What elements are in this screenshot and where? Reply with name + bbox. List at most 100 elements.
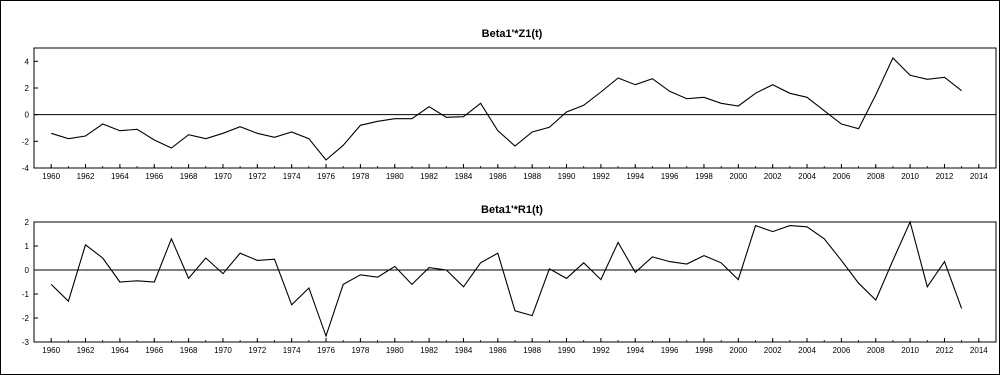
- x-tick-label: 1986: [489, 346, 507, 355]
- x-tick-label: 1964: [111, 346, 129, 355]
- data-point: [840, 123, 843, 126]
- data-point: [462, 115, 465, 118]
- data-point: [685, 263, 688, 266]
- data-point: [806, 225, 809, 228]
- x-tick-label: 2002: [764, 346, 782, 355]
- data-point: [84, 243, 87, 246]
- data-point: [565, 277, 568, 280]
- data-point: [118, 281, 121, 284]
- data-point: [874, 93, 877, 96]
- data-point: [668, 260, 671, 263]
- x-tick-label: 1982: [420, 346, 438, 355]
- data-point: [273, 258, 276, 261]
- data-point: [685, 97, 688, 100]
- x-tick-label: 1964: [111, 172, 129, 181]
- data-point: [170, 237, 173, 240]
- data-point: [410, 283, 413, 286]
- data-point: [874, 299, 877, 302]
- data-point: [599, 91, 602, 94]
- series-line: [51, 57, 962, 161]
- x-tick-label: 2000: [729, 346, 747, 355]
- data-point: [290, 303, 293, 306]
- data-point: [651, 77, 654, 80]
- x-tick-label: 1972: [248, 172, 266, 181]
- data-point: [788, 92, 791, 95]
- data-point: [204, 137, 207, 140]
- x-tick-label: 2008: [867, 346, 885, 355]
- data-point: [926, 78, 929, 81]
- x-tick-label: 1966: [145, 172, 163, 181]
- x-tick-label: 2014: [970, 172, 988, 181]
- chart-title: Beta1'*Z1(t): [482, 28, 543, 40]
- data-point: [84, 135, 87, 138]
- data-point: [153, 139, 156, 142]
- x-tick-label: 2012: [936, 172, 954, 181]
- data-point: [290, 131, 293, 134]
- y-tick-label: 0: [25, 111, 30, 120]
- x-tick-label: 1992: [592, 346, 610, 355]
- data-point: [599, 278, 602, 281]
- x-tick-label: 1982: [420, 172, 438, 181]
- x-tick-label: 1974: [283, 346, 301, 355]
- data-point: [565, 111, 568, 114]
- data-point: [771, 83, 774, 86]
- x-tick-label: 2006: [832, 172, 850, 181]
- data-point: [187, 133, 190, 136]
- data-point: [256, 259, 259, 262]
- data-point: [170, 147, 173, 150]
- x-tick-label: 1968: [180, 346, 198, 355]
- data-point: [101, 123, 104, 126]
- x-tick-label: 1996: [661, 346, 679, 355]
- data-point: [617, 241, 620, 244]
- data-point: [428, 266, 431, 269]
- data-point: [445, 269, 448, 272]
- y-tick-label: -4: [22, 164, 30, 173]
- data-point: [445, 116, 448, 119]
- series-line: [50, 220, 963, 338]
- data-point: [496, 252, 499, 255]
- x-tick-label: 1984: [455, 346, 473, 355]
- x-tick-label: 2000: [729, 172, 747, 181]
- data-point: [393, 117, 396, 120]
- data-point: [806, 96, 809, 99]
- data-point: [720, 261, 723, 264]
- data-point: [307, 137, 310, 140]
- data-point: [136, 279, 139, 282]
- x-tick-label: 2004: [798, 346, 816, 355]
- x-axis: 1960 1962 1964 1966 1968 1970 1972 1974 1976 1978…: [33, 338, 997, 355]
- data-point: [840, 259, 843, 262]
- data-point: [67, 300, 70, 303]
- x-tick-label: 1960: [42, 346, 60, 355]
- x-tick-label: 2004: [798, 172, 816, 181]
- x-tick-label: 1994: [626, 346, 644, 355]
- x-tick-label: 1994: [626, 172, 644, 181]
- data-point: [101, 257, 104, 260]
- data-point: [221, 132, 224, 135]
- x-tick-label: 2008: [867, 172, 885, 181]
- y-tick-label: -2: [22, 137, 30, 146]
- x-tick-label: 1970: [214, 172, 232, 181]
- data-point: [823, 109, 826, 112]
- data-point: [702, 254, 705, 257]
- y-tick-label: -2: [22, 314, 30, 323]
- data-point: [737, 105, 740, 108]
- data-point: [531, 131, 534, 134]
- x-tick-label: 1988: [523, 172, 541, 181]
- data-point: [479, 102, 482, 105]
- data-point: [720, 102, 723, 105]
- data-point: [67, 137, 70, 140]
- data-point: [496, 129, 499, 132]
- data-point: [514, 145, 517, 148]
- x-tick-label: 2012: [936, 346, 954, 355]
- data-point: [909, 74, 912, 77]
- data-point: [823, 237, 826, 240]
- data-point: [221, 272, 224, 275]
- data-point: [359, 124, 362, 127]
- data-point: [702, 96, 705, 99]
- data-point: [960, 89, 963, 92]
- data-point: [754, 92, 757, 95]
